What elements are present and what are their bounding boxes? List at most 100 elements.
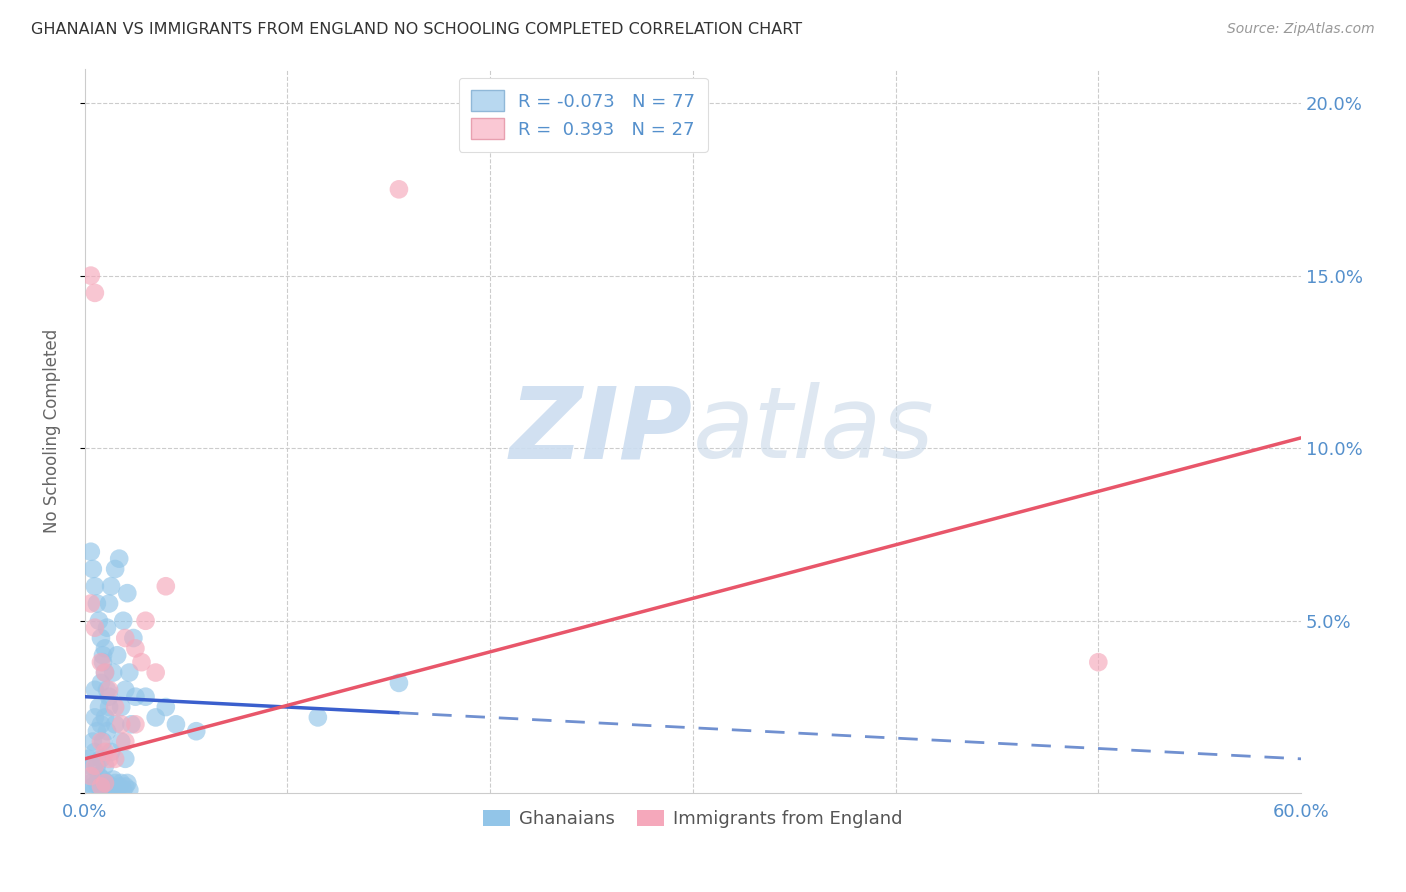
Point [120, 717, 142, 731]
Text: atlas: atlas [693, 383, 935, 479]
Point [94, 758, 117, 772]
Point [82, 734, 104, 748]
Point [114, 752, 136, 766]
Point [96, 621, 118, 635]
Point [90, 780, 112, 794]
Point [82, 562, 104, 576]
Point [83, 579, 105, 593]
Point [83, 710, 105, 724]
Point [91, 648, 114, 663]
Point [98, 700, 121, 714]
Point [91, 734, 114, 748]
Point [145, 665, 167, 680]
Point [80, 597, 103, 611]
Point [82, 769, 104, 783]
Text: Source: ZipAtlas.com: Source: ZipAtlas.com [1227, 22, 1375, 37]
Point [117, 586, 139, 600]
Point [90, 655, 112, 669]
Point [114, 682, 136, 697]
Point [83, 758, 105, 772]
Point [100, 780, 122, 794]
Point [155, 579, 177, 593]
Point [90, 717, 112, 731]
Point [307, 710, 329, 724]
Point [110, 717, 132, 731]
Point [388, 182, 411, 196]
Point [114, 734, 136, 748]
Point [124, 690, 146, 704]
Point [135, 614, 157, 628]
Point [90, 752, 112, 766]
Point [155, 700, 177, 714]
Point [80, 545, 103, 559]
Point [388, 676, 411, 690]
Point [186, 724, 208, 739]
Point [83, 621, 105, 635]
Point [124, 717, 146, 731]
Point [114, 631, 136, 645]
Point [87, 769, 110, 783]
Point [118, 783, 141, 797]
Point [117, 776, 139, 790]
Point [83, 285, 105, 300]
Point [90, 676, 112, 690]
Point [105, 648, 128, 663]
Point [94, 641, 117, 656]
Point [165, 717, 187, 731]
Point [105, 783, 128, 797]
Point [96, 776, 118, 790]
Point [96, 682, 118, 697]
Point [86, 724, 108, 739]
Point [101, 772, 124, 787]
Point [96, 724, 118, 739]
Point [104, 562, 127, 576]
Point [104, 700, 127, 714]
Point [110, 700, 132, 714]
Point [124, 641, 146, 656]
Text: GHANAIAN VS IMMIGRANTS FROM ENGLAND NO SCHOOLING COMPLETED CORRELATION CHART: GHANAIAN VS IMMIGRANTS FROM ENGLAND NO S… [31, 22, 801, 37]
Point [83, 682, 105, 697]
Point [80, 776, 103, 790]
Point [108, 780, 131, 794]
Point [145, 710, 167, 724]
Point [94, 745, 117, 759]
Y-axis label: No Schooling Completed: No Schooling Completed [44, 329, 60, 533]
Point [98, 752, 121, 766]
Point [100, 745, 122, 759]
Point [77, 752, 100, 766]
Point [101, 665, 124, 680]
Point [87, 780, 110, 794]
Point [98, 783, 121, 797]
Point [98, 682, 121, 697]
Text: ZIP: ZIP [510, 383, 693, 479]
Point [110, 776, 132, 790]
Point [87, 700, 110, 714]
Point [94, 665, 117, 680]
Point [122, 631, 145, 645]
Point [83, 783, 105, 797]
Point [90, 631, 112, 645]
Point [90, 734, 112, 748]
Point [87, 614, 110, 628]
Point [94, 710, 117, 724]
Point [91, 772, 114, 787]
Point [110, 734, 132, 748]
Point [104, 752, 127, 766]
Point [83, 745, 105, 759]
Point [86, 758, 108, 772]
Point [98, 690, 121, 704]
Point [94, 776, 117, 790]
Point [94, 665, 117, 680]
Point [82, 780, 104, 794]
Point [100, 579, 122, 593]
Point [131, 655, 153, 669]
Point [112, 614, 135, 628]
Point [135, 690, 157, 704]
Point [86, 597, 108, 611]
Point [80, 268, 103, 283]
Point [86, 776, 108, 790]
Point [114, 780, 136, 794]
Point [104, 776, 127, 790]
Point [94, 780, 117, 794]
Point [80, 769, 103, 783]
